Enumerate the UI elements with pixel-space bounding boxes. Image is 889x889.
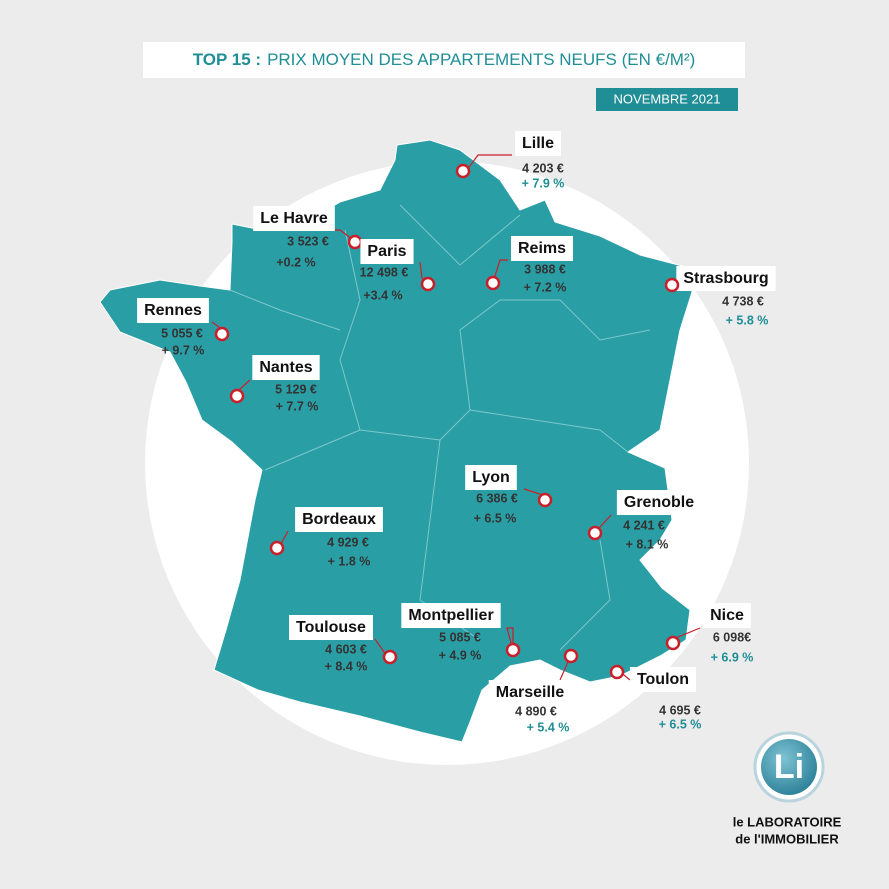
city-price: 4 203 € bbox=[522, 161, 564, 175]
city-name: Nice bbox=[710, 607, 744, 624]
city-change: + 7.9 % bbox=[522, 176, 565, 190]
city-label-box bbox=[137, 298, 209, 323]
city-label-box bbox=[465, 465, 517, 490]
logo-line2: de l'IMMOBILIER bbox=[735, 831, 839, 846]
city-name: Lyon bbox=[472, 469, 510, 486]
city-marker bbox=[563, 648, 579, 664]
city-marker bbox=[455, 163, 471, 179]
cities: Lille 4 203 €+ 7.9 % Le Havre 3 523 € +0.2 %… bbox=[137, 131, 776, 734]
city-change: + 4.9 % bbox=[439, 648, 482, 662]
city-marker bbox=[269, 540, 285, 556]
city-name: Reims bbox=[518, 240, 566, 257]
city-marker bbox=[505, 642, 521, 658]
logo-disc bbox=[761, 739, 817, 795]
title-box bbox=[143, 42, 745, 78]
city-price: 4 695 € bbox=[659, 703, 701, 717]
city-marker bbox=[537, 492, 553, 508]
city-label-box bbox=[510, 236, 574, 261]
city-label-box bbox=[401, 603, 501, 628]
city-name: Montpellier bbox=[408, 607, 493, 624]
city-name: Toulon bbox=[637, 671, 689, 688]
city-price: 5 055 € bbox=[161, 326, 203, 340]
city-marker bbox=[665, 635, 681, 651]
city-price: 3 523 € bbox=[287, 234, 329, 248]
city-price: 6 386 € bbox=[476, 491, 518, 505]
city-name: Rennes bbox=[144, 302, 202, 319]
city-marker bbox=[664, 277, 680, 293]
city-change: + 5.8 % bbox=[726, 313, 769, 327]
city-label-box bbox=[488, 680, 572, 705]
logo: Li le LABORATOIRE de l'IMMOBILIER bbox=[733, 731, 842, 846]
city-price: 3 988 € bbox=[524, 262, 566, 276]
city-name: Lille bbox=[522, 135, 554, 152]
city-label-box bbox=[514, 131, 562, 156]
city-name: Grenoble bbox=[624, 494, 694, 511]
city-price: 4 241 € bbox=[623, 518, 665, 532]
city-change: +0.2 % bbox=[276, 255, 315, 269]
city-marker bbox=[609, 664, 625, 680]
city-change: + 6.5 % bbox=[659, 717, 702, 731]
title-strong: TOP 15 : bbox=[193, 50, 261, 69]
city-name: Nantes bbox=[259, 359, 312, 376]
city-price: 4 929 € bbox=[327, 535, 369, 549]
city-marker bbox=[214, 326, 230, 342]
city-change: +3.4 % bbox=[363, 288, 402, 302]
logo-line1: le LABORATOIRE bbox=[733, 814, 842, 829]
city-change: + 1.8 % bbox=[328, 554, 371, 568]
city-price: 12 498 € bbox=[360, 265, 409, 279]
date-box bbox=[596, 88, 738, 111]
city-marker bbox=[347, 234, 363, 250]
city-change: + 6.9 % bbox=[711, 650, 754, 664]
city-label-box bbox=[252, 355, 320, 380]
city-name: Paris bbox=[367, 243, 406, 260]
city-change: + 7.7 % bbox=[276, 399, 319, 413]
title-rest: PRIX MOYEN DES APPARTEMENTS NEUFS (EN €/… bbox=[267, 50, 695, 69]
city-price: 4 890 € bbox=[515, 704, 557, 718]
city-change: + 7.2 % bbox=[524, 280, 567, 294]
city-price: 4 738 € bbox=[722, 294, 764, 308]
city-label-box bbox=[295, 507, 383, 532]
city-name: Toulouse bbox=[296, 619, 366, 636]
city-label-box bbox=[703, 603, 751, 628]
city-marker bbox=[382, 649, 398, 665]
city-price: 4 603 € bbox=[325, 642, 367, 656]
city-change: + 6.5 % bbox=[474, 511, 517, 525]
city-name: Bordeaux bbox=[302, 511, 376, 528]
city-label-box bbox=[676, 266, 776, 291]
date: NOVEMBRE 2021 bbox=[614, 91, 721, 106]
city-marker bbox=[587, 525, 603, 541]
city-label-box bbox=[629, 667, 697, 692]
city-change: + 8.1 % bbox=[626, 537, 669, 551]
leader-line bbox=[506, 627, 514, 651]
region-borders bbox=[229, 204, 651, 651]
city-price: 6 098€ bbox=[713, 630, 751, 644]
logo-mark: Li bbox=[774, 748, 804, 786]
city-marker bbox=[485, 275, 501, 291]
city-label-box bbox=[616, 490, 702, 515]
city-price: 5 129 € bbox=[275, 382, 317, 396]
city-marker bbox=[420, 276, 436, 292]
city-label-box bbox=[253, 206, 335, 231]
city-name: Le Havre bbox=[260, 210, 328, 227]
city-label-box bbox=[360, 239, 414, 264]
city-change: + 5.4 % bbox=[527, 720, 570, 734]
city-change: + 9.7 % bbox=[162, 343, 205, 357]
city-change: + 8.4 % bbox=[325, 659, 368, 673]
city-label-box bbox=[289, 615, 373, 640]
city-name: Strasbourg bbox=[683, 270, 768, 287]
title: TOP 15 : PRIX MOYEN DES APPARTEMENTS NEUF… bbox=[193, 50, 696, 69]
city-price: 5 085 € bbox=[439, 630, 481, 644]
city-marker bbox=[229, 388, 245, 404]
city-name: Marseille bbox=[496, 684, 565, 701]
